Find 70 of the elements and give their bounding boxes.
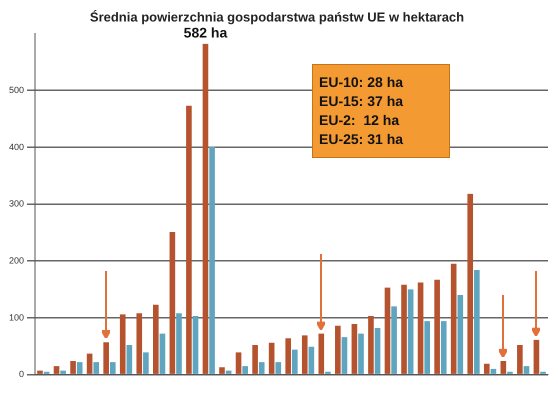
bar — [391, 306, 397, 374]
bar — [418, 282, 424, 374]
bar — [126, 345, 132, 374]
bar — [450, 264, 456, 374]
bar — [136, 313, 142, 374]
y-tick-label: 0 — [19, 369, 24, 380]
bar — [37, 370, 43, 374]
bar — [176, 313, 182, 374]
bar — [318, 334, 324, 374]
y-tick-label: 400 — [8, 142, 24, 152]
bar — [236, 352, 242, 374]
bar — [186, 106, 192, 374]
bar — [93, 362, 100, 374]
bar — [440, 321, 447, 374]
bar — [143, 352, 149, 374]
bar — [467, 194, 474, 374]
bar — [54, 366, 60, 374]
y-tick-label: 500 — [8, 84, 24, 95]
bar — [192, 316, 198, 374]
bar — [170, 232, 176, 374]
bar — [517, 345, 523, 374]
bar — [368, 316, 374, 374]
annotation: EU-2: 12 ha — [319, 111, 400, 130]
bar — [374, 328, 380, 374]
bar — [384, 288, 390, 374]
bar — [285, 338, 292, 374]
bar — [110, 362, 116, 374]
bar — [352, 324, 358, 374]
bar — [103, 342, 109, 374]
chart-title: Średnia powierzchnia gospodarstwa państw UE w hektarach — [90, 9, 464, 24]
bar — [474, 270, 480, 374]
bar — [252, 345, 258, 374]
bar — [86, 354, 92, 374]
bar — [268, 342, 274, 374]
bar — [424, 321, 430, 374]
bar — [242, 366, 248, 374]
bar — [408, 289, 414, 374]
bar — [342, 337, 348, 374]
bar — [258, 362, 265, 374]
annotation: EU-15: 37 ha — [319, 92, 404, 111]
bar — [292, 350, 298, 374]
y-tick-label: 200 — [8, 255, 24, 266]
bar — [153, 304, 159, 374]
bar — [226, 370, 232, 374]
bar — [275, 362, 282, 374]
bar — [434, 280, 440, 374]
bar — [60, 370, 66, 374]
bar — [524, 366, 530, 374]
bar — [160, 334, 166, 374]
annotation: EU-10: 28 ha — [319, 73, 404, 92]
bar — [70, 360, 76, 374]
bar — [76, 362, 83, 374]
y-tick-label: 100 — [8, 312, 24, 322]
bar — [358, 334, 364, 374]
annotation: EU-25: 31 ha — [319, 130, 404, 149]
bar — [457, 295, 464, 374]
bar — [484, 364, 490, 374]
bar — [302, 335, 308, 374]
bar — [335, 326, 341, 374]
bar — [219, 367, 225, 374]
bar — [308, 346, 314, 374]
bar — [202, 44, 208, 374]
y-tick-label: 300 — [8, 198, 24, 209]
bar — [500, 360, 506, 374]
bar — [490, 368, 496, 374]
data-label: 582 ha — [184, 24, 228, 41]
bar — [209, 146, 215, 374]
bar — [534, 340, 540, 374]
bar — [120, 314, 126, 374]
bar — [401, 284, 407, 374]
